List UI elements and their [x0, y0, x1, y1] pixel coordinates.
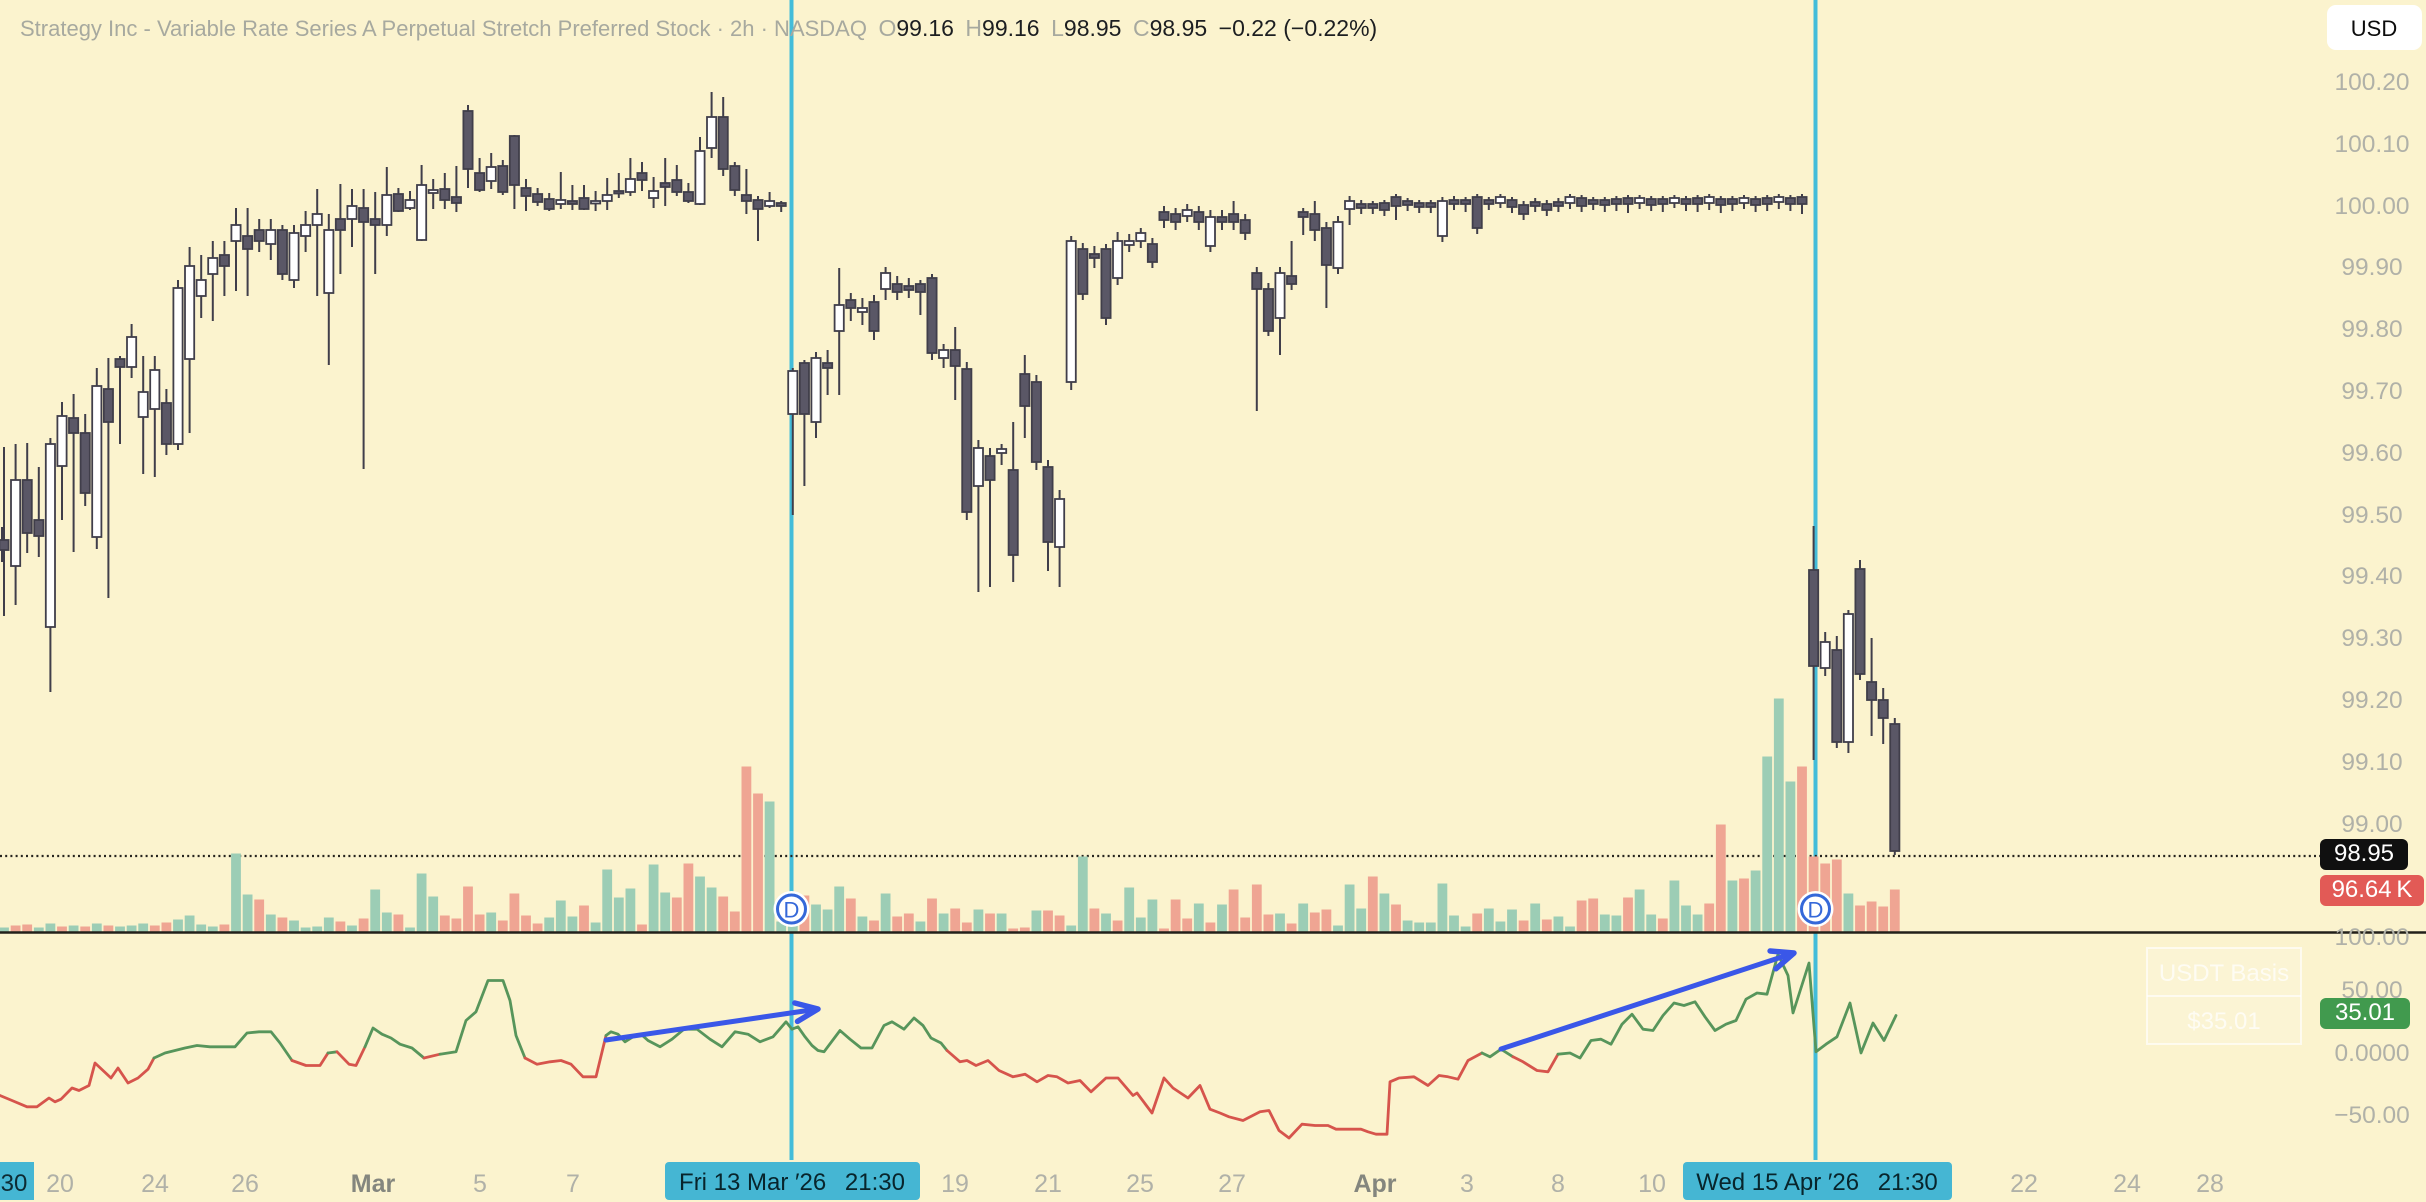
svg-text:99.80: 99.80: [2341, 316, 2402, 343]
svg-text:20: 20: [46, 1170, 74, 1198]
svg-text:99.00: 99.00: [2341, 811, 2402, 838]
svg-text:99.30: 99.30: [2341, 625, 2402, 652]
svg-text:19: 19: [941, 1170, 969, 1198]
svg-text:99.60: 99.60: [2341, 440, 2402, 467]
svg-text:Mar: Mar: [351, 1170, 396, 1198]
svg-text:25: 25: [1126, 1170, 1154, 1198]
svg-text:35.01: 35.01: [2335, 999, 2395, 1026]
svg-text:99.10: 99.10: [2341, 749, 2402, 776]
svg-text:USDT Basis: USDT Basis: [2159, 960, 2289, 987]
svg-text:3: 3: [1460, 1170, 1474, 1198]
svg-text:−50.00: −50.00: [2334, 1102, 2410, 1129]
svg-text:0.0000: 0.0000: [2335, 1040, 2410, 1067]
svg-text:96.64 K: 96.64 K: [2332, 876, 2413, 903]
svg-text:30: 30: [1, 1170, 28, 1197]
svg-text:22: 22: [2010, 1170, 2038, 1198]
svg-text:100.00: 100.00: [2335, 924, 2410, 951]
svg-text:100.20: 100.20: [2335, 69, 2410, 96]
svg-text:28: 28: [2196, 1170, 2224, 1198]
svg-text:D: D: [784, 898, 800, 923]
svg-text:98.95: 98.95: [2334, 840, 2394, 867]
svg-text:USD: USD: [2351, 16, 2397, 41]
svg-text:27: 27: [1218, 1170, 1246, 1198]
svg-text:Strategy Inc - Variable Rate S: Strategy Inc - Variable Rate Series A Pe…: [20, 15, 1377, 41]
svg-text:99.20: 99.20: [2341, 687, 2402, 714]
svg-text:Wed 15 Apr ′26 21:30: Wed 15 Apr ′26 21:30: [1696, 1169, 1938, 1196]
svg-text:99.40: 99.40: [2341, 563, 2402, 590]
svg-text:24: 24: [141, 1170, 169, 1198]
svg-text:99.70: 99.70: [2341, 378, 2402, 405]
svg-text:21: 21: [1034, 1170, 1062, 1198]
svg-text:24: 24: [2113, 1170, 2141, 1198]
svg-text:7: 7: [566, 1170, 580, 1198]
svg-text:Apr: Apr: [1353, 1170, 1396, 1198]
svg-text:100.10: 100.10: [2335, 131, 2410, 158]
svg-text:99.90: 99.90: [2341, 254, 2402, 281]
svg-text:100.00: 100.00: [2335, 193, 2410, 220]
svg-text:8: 8: [1551, 1170, 1565, 1198]
svg-text:26: 26: [231, 1170, 259, 1198]
svg-text:99.50: 99.50: [2341, 502, 2402, 529]
svg-text:D: D: [1808, 898, 1824, 923]
svg-text:$35.01: $35.01: [2187, 1008, 2260, 1035]
svg-text:Fri 13 Mar ′26 21:30: Fri 13 Mar ′26 21:30: [679, 1169, 905, 1196]
svg-text:5: 5: [473, 1170, 487, 1198]
svg-text:10: 10: [1638, 1170, 1666, 1198]
